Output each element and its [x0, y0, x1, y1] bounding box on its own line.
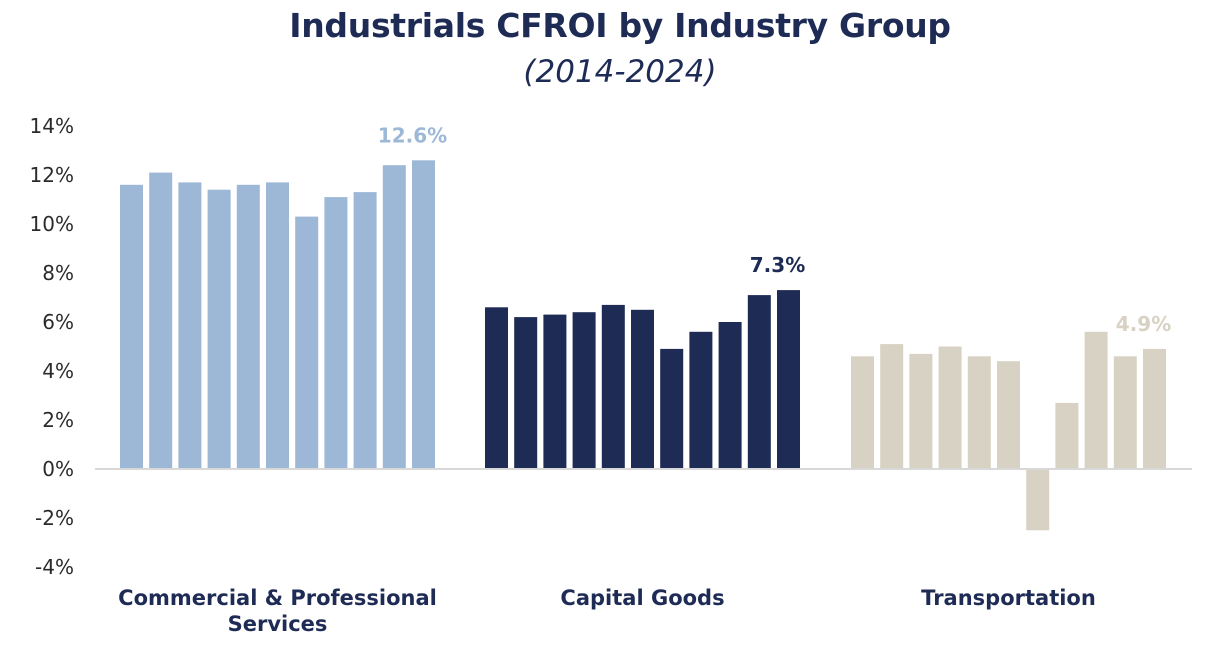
bar: [938, 346, 962, 469]
data-labels: 12.6% 7.3% 4.9%: [378, 123, 1171, 336]
bar-series-1: [485, 290, 800, 470]
bar: [689, 331, 713, 469]
y-tick-label: -2%: [35, 506, 74, 530]
bar: [747, 295, 771, 469]
bars-layer: [120, 160, 1166, 531]
bar: [382, 165, 406, 469]
category-label: Transportation: [921, 586, 1096, 610]
bar: [851, 356, 874, 469]
bar-series-0: [120, 160, 435, 470]
bar: [266, 182, 289, 469]
y-axis-labels: 14% 12% 10% 8% 6% 4% 2% 0% -2% -4%: [30, 114, 74, 579]
category-label: Services: [228, 612, 328, 636]
y-tick-label: 6%: [42, 310, 74, 334]
bar: [149, 172, 173, 469]
bar: [207, 189, 231, 469]
chart-title: Industrials CFROI by Industry Group: [289, 6, 951, 45]
data-label: 12.6%: [378, 123, 447, 147]
category-label: Capital Goods: [560, 586, 724, 610]
bar: [777, 290, 800, 469]
y-tick-label: 4%: [42, 359, 74, 383]
bar: [485, 307, 508, 469]
y-tick-label: 14%: [30, 114, 74, 138]
bar: [1113, 356, 1137, 469]
category-label: Commercial & Professional: [118, 586, 437, 610]
bar: [514, 317, 538, 469]
bar: [1143, 348, 1166, 469]
bar: [353, 192, 377, 469]
bar: [967, 356, 991, 469]
bar: [572, 312, 596, 469]
bar: [178, 182, 202, 469]
bar: [295, 216, 319, 469]
bar: [997, 361, 1020, 469]
y-tick-label: 10%: [30, 212, 74, 236]
bar: [660, 348, 684, 469]
y-tick-label: 2%: [42, 408, 74, 432]
y-tick-label: -4%: [35, 555, 74, 579]
bar: [631, 309, 654, 470]
bar: [236, 184, 260, 470]
bar: [880, 344, 904, 469]
bar: [543, 314, 567, 469]
bar: [909, 353, 933, 469]
y-tick-label: 12%: [30, 163, 74, 187]
data-label: 4.9%: [1116, 312, 1171, 336]
bar: [718, 322, 742, 469]
bar: [1026, 469, 1050, 531]
bar: [324, 197, 348, 469]
bar: [412, 160, 435, 470]
chart-subtitle: (2014-2024): [523, 54, 717, 90]
bar: [120, 184, 143, 470]
bar: [1055, 402, 1079, 469]
bar: [601, 304, 625, 469]
y-tick-label: 8%: [42, 261, 74, 285]
y-tick-label: 0%: [42, 457, 74, 481]
bar: [1084, 331, 1108, 469]
data-label: 7.3%: [750, 253, 805, 277]
bar-series-2: [851, 331, 1166, 531]
